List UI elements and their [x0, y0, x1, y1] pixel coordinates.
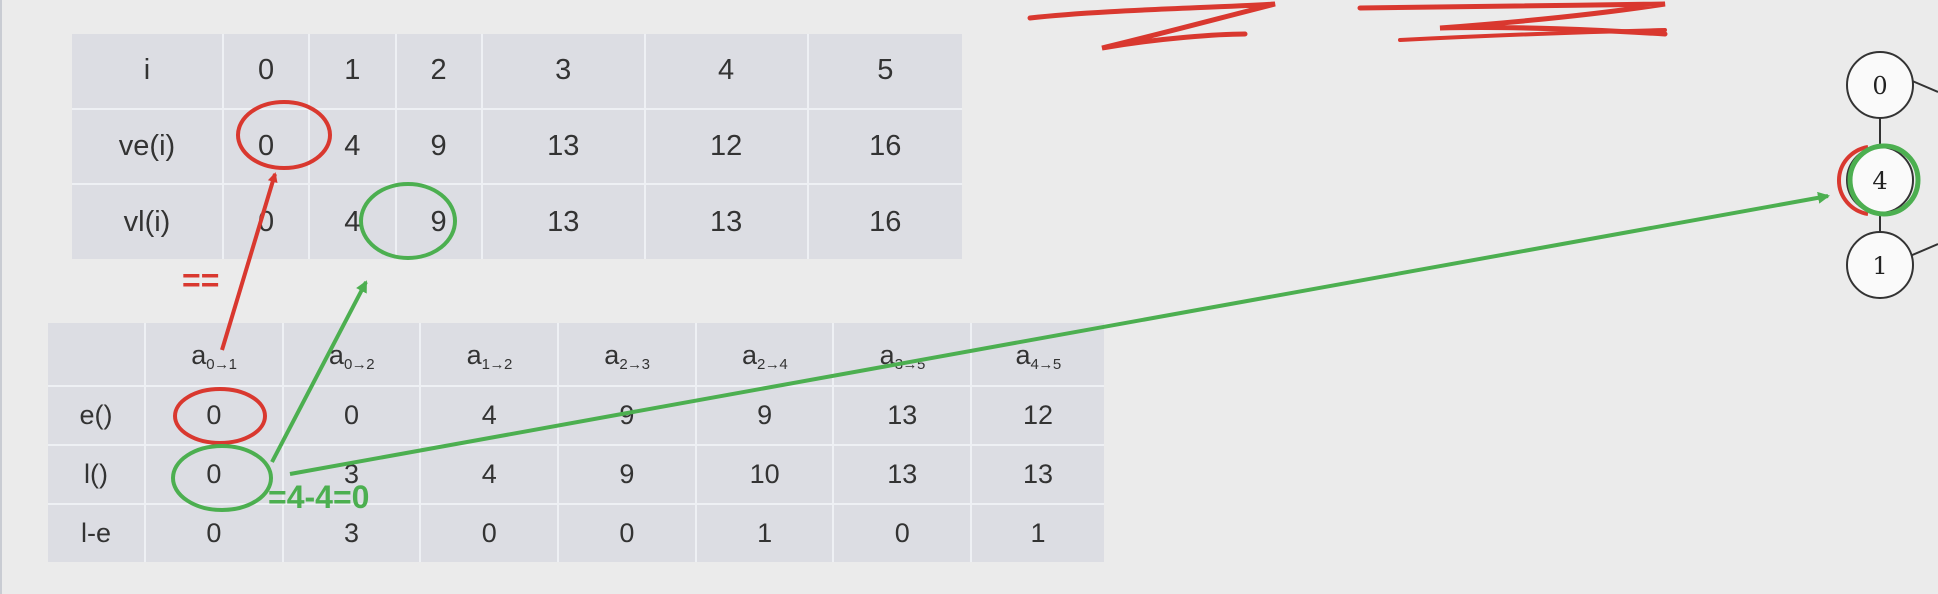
table-cell: 9: [396, 109, 483, 186]
table-cell: 0: [146, 387, 284, 446]
table-cell: 9: [696, 387, 835, 446]
table-header-row: i 0 1 2 3 4 5: [72, 34, 962, 110]
table-cell: 0: [421, 505, 560, 562]
table-cell: 10: [696, 446, 835, 505]
table-cell: 13: [482, 109, 646, 186]
table-cell: 0: [559, 505, 697, 562]
red-underline-scribble: [1398, 28, 1667, 42]
table-header-row: a0→1 a0→2 a1→2 a2→3 a2→4 a3→5 a4→5: [48, 323, 1104, 387]
frame-border: [0, 0, 2, 594]
activity-label: a: [191, 339, 207, 370]
header-cell: a2→3: [559, 323, 697, 387]
row-label: l-e: [48, 505, 146, 562]
header-cell: i: [72, 34, 224, 110]
header-cell: a4→5: [972, 323, 1104, 387]
activity-subscript: 2→4: [757, 355, 788, 373]
graph-edge: [1909, 79, 1938, 93]
activity-label: a: [879, 339, 895, 370]
table-cell: 16: [808, 110, 962, 186]
graph-edge: [1909, 243, 1938, 257]
table-cell: 1: [697, 505, 835, 562]
table-cell: 4: [421, 446, 560, 505]
table-cell: 12: [972, 387, 1104, 446]
row-label: e(): [48, 387, 146, 446]
header-cell: 1: [310, 34, 397, 110]
table-cell: 0: [283, 387, 422, 446]
table-cell: 9: [397, 185, 483, 259]
activity-label: a: [604, 339, 620, 370]
activity-subscript: 3→5: [894, 355, 926, 373]
graph-node: [1846, 51, 1914, 119]
table-row: e() 0 0 4 9 9 13 12: [48, 387, 1104, 446]
table-cell: 4: [310, 185, 397, 259]
graph-node-label: 0: [1872, 72, 1887, 100]
activity-label: a: [466, 339, 482, 370]
green-circle-node4: [1847, 143, 1921, 217]
table-row: ve(i) 0 4 9 13 12 16: [72, 109, 962, 186]
table-cell: 9: [559, 387, 697, 446]
table-row: l() 0 3 4 9 10 13 13: [48, 446, 1104, 505]
graph-node: [1846, 231, 1914, 299]
table-row: l-e 0 3 0 0 1 0 1: [48, 505, 1104, 562]
graph-node: [1846, 146, 1914, 214]
table-cell: 0: [834, 505, 973, 562]
table-cell: 4: [421, 387, 560, 446]
graph-node-label: 1: [1872, 252, 1887, 280]
vertex-time-table: i 0 1 2 3 4 5 ve(i) 0 4 9 13 12 16 vl(i)…: [72, 34, 962, 259]
red-underline-scribble: [1357, 1, 1668, 37]
table-cell: 13: [834, 387, 973, 446]
header-cell: 5: [808, 34, 962, 110]
table-cell: 0: [224, 185, 311, 259]
table-cell: 16: [869, 205, 902, 238]
header-cell: 0: [224, 34, 311, 110]
activity-time-table: a0→1 a0→2 a1→2 a2→3 a2→4 a3→5 a4→5 e() 0…: [48, 323, 1104, 562]
equal-sign-annotation: ==: [182, 262, 219, 298]
table-cell: 9: [559, 446, 697, 505]
row-label: l(): [48, 446, 146, 505]
header-cell: a0→2: [283, 323, 422, 387]
table-cell: 0: [224, 109, 311, 186]
graph-node-label: 4: [1872, 167, 1887, 195]
row-label: vl(i): [72, 185, 224, 259]
header-cell: a2→4: [696, 323, 835, 387]
activity-subscript: 1→2: [481, 355, 513, 373]
table-cell: 12: [645, 109, 809, 186]
activity-label: a: [328, 339, 344, 370]
header-cell-empty: [48, 323, 146, 387]
header-cell: a3→5: [834, 323, 973, 387]
table-cell: 3: [284, 505, 422, 562]
header-cell: 2: [396, 34, 483, 110]
activity-subscript: 0→1: [206, 355, 237, 373]
header-cell: 3: [482, 34, 646, 110]
table-cell: 13: [972, 446, 1104, 505]
red-underline-scribble: [1027, 1, 1276, 51]
table-cell: 13: [646, 185, 809, 259]
table-cell: 3: [283, 446, 422, 505]
activity-label: a: [741, 339, 758, 370]
header-cell: 4: [645, 34, 809, 110]
activity-label: a: [1015, 339, 1031, 370]
row-label: ve(i): [72, 109, 224, 186]
table-cell: 4: [310, 109, 397, 186]
activity-subscript: 0→2: [343, 355, 375, 373]
table-cell: 1: [1030, 518, 1046, 548]
activity-subscript: 2→3: [619, 355, 650, 373]
table-cell: 0: [146, 446, 284, 505]
header-cell: a1→2: [421, 323, 560, 387]
table-row: vl(i) 0 4 9 13 13 16: [72, 185, 962, 259]
activity-subscript: 4→5: [1030, 355, 1061, 373]
table-cell: 13: [483, 185, 646, 259]
header-cell: a0→1: [146, 323, 284, 387]
red-circle-node4: [1836, 145, 1869, 216]
table-cell: 0: [146, 505, 284, 562]
table-cell: 13: [834, 446, 973, 505]
